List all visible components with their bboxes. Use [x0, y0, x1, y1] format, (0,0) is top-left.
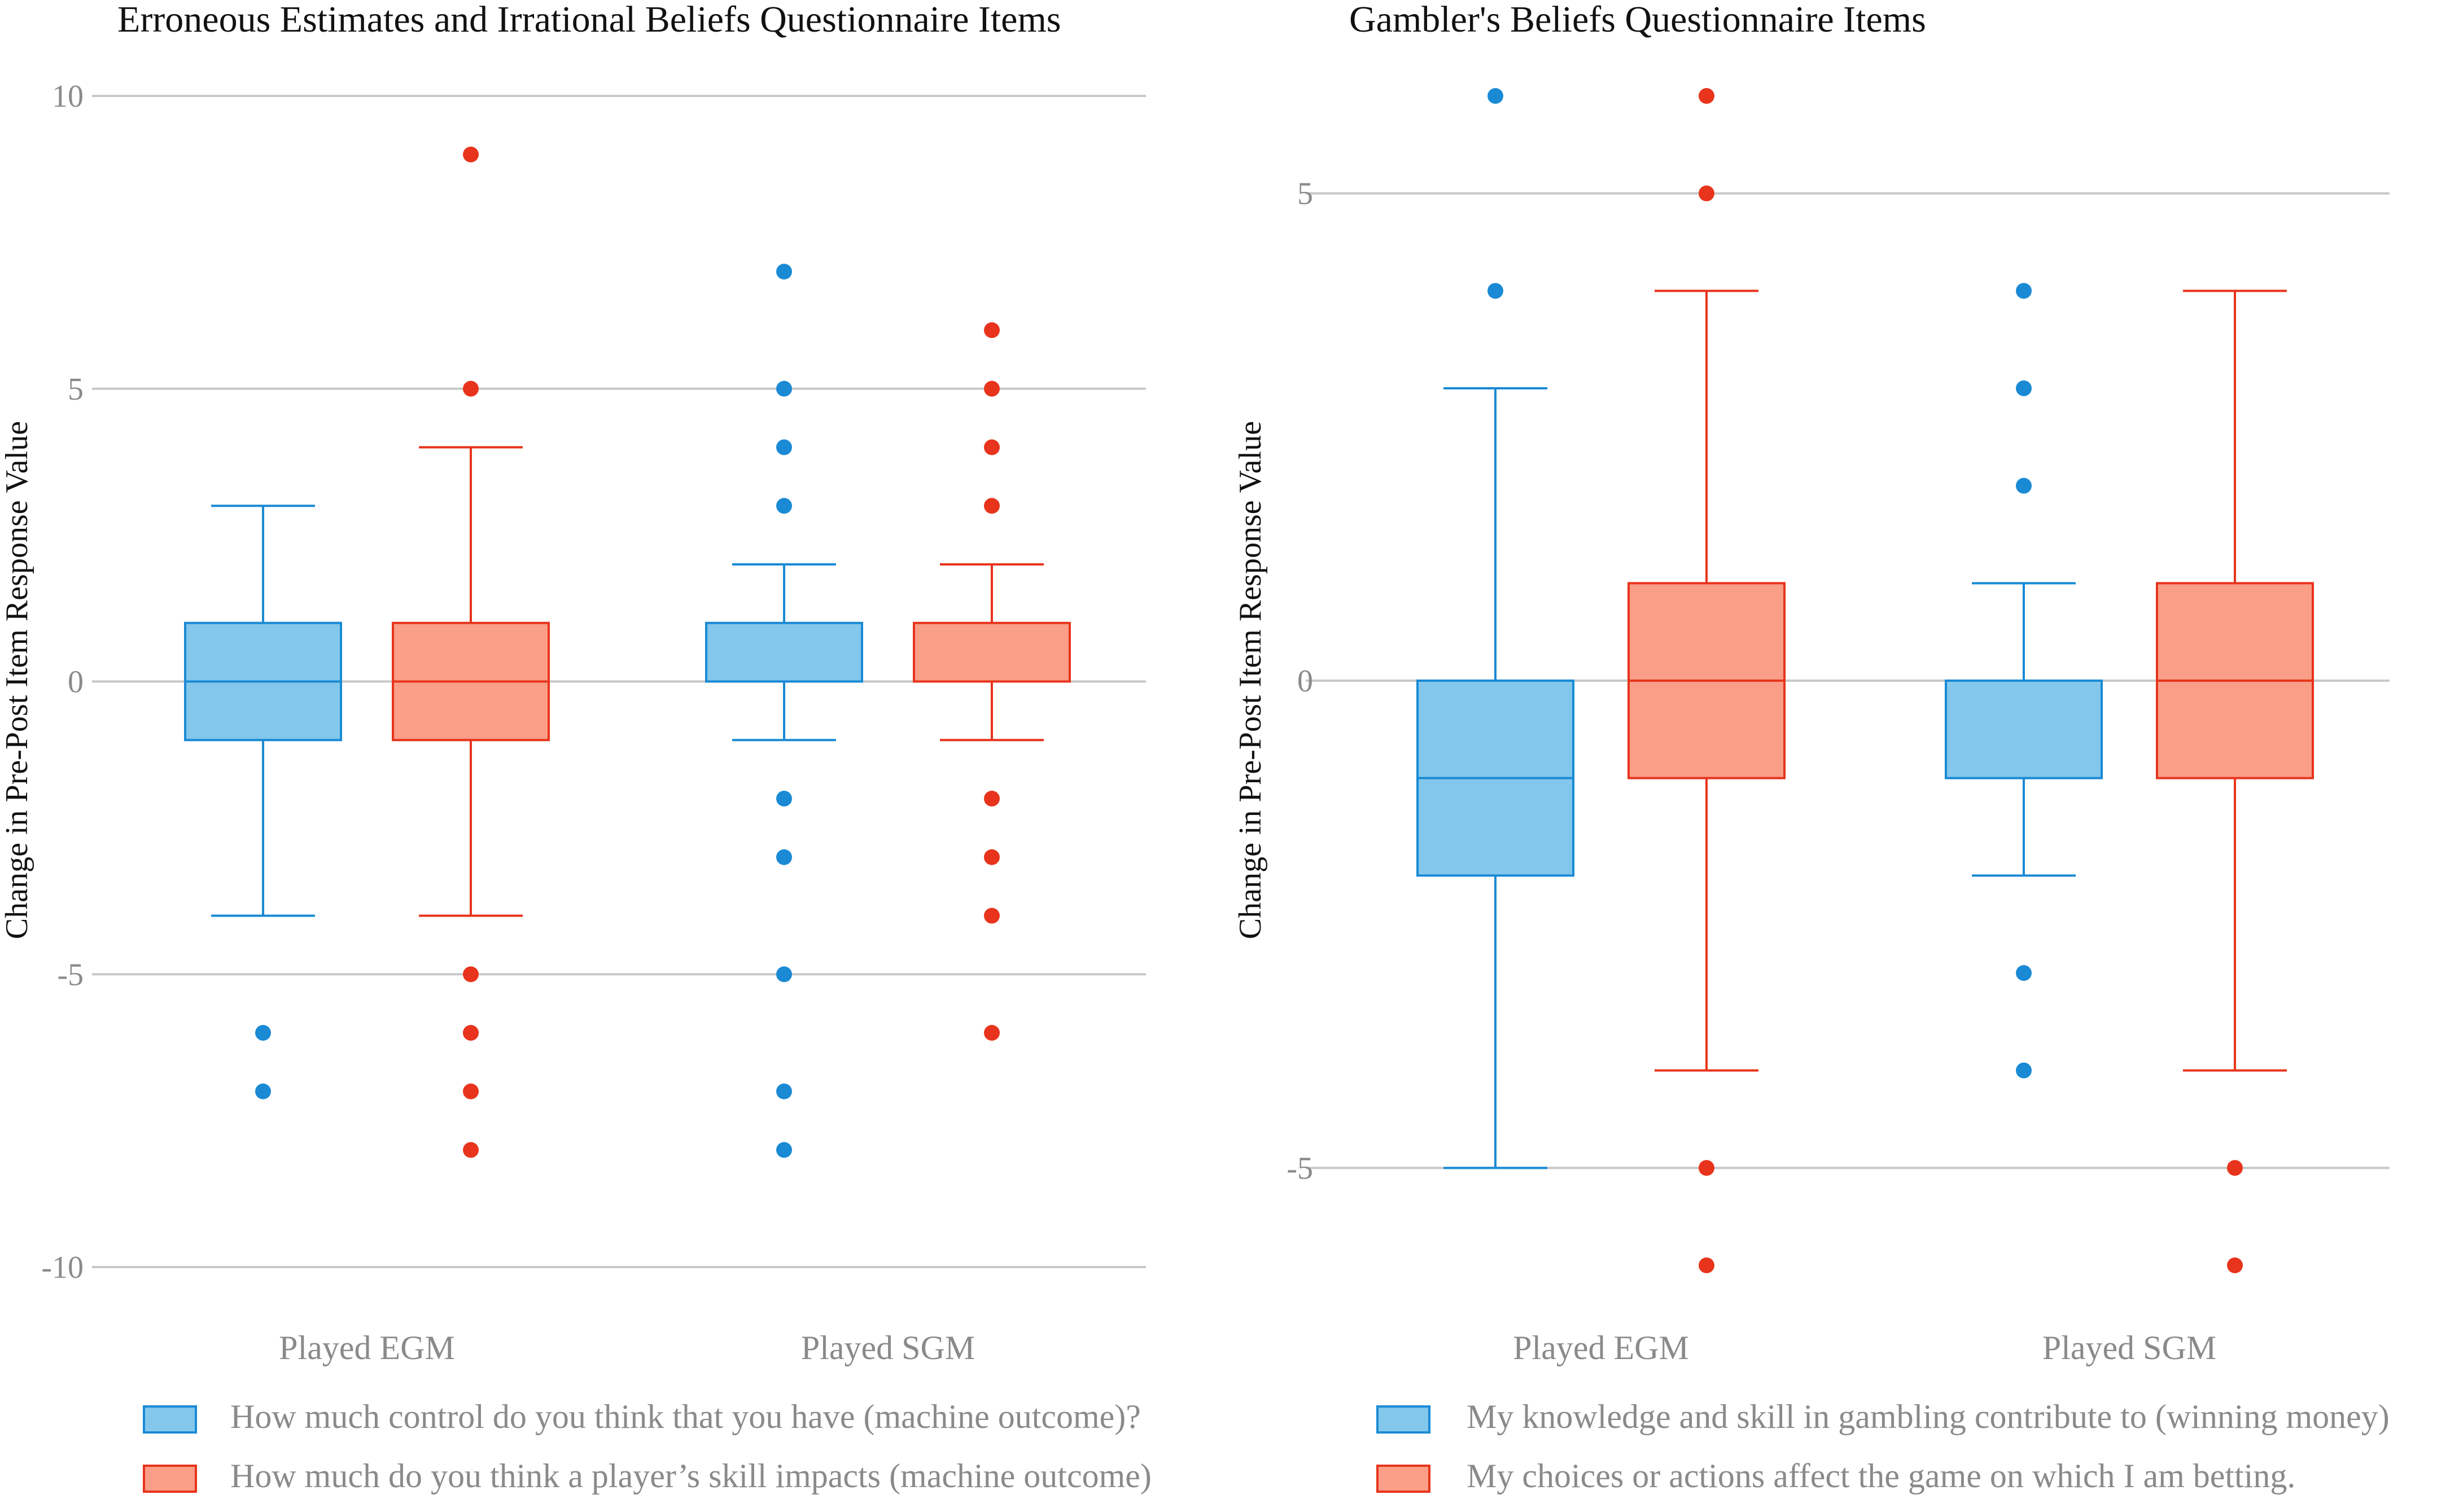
- x-category-label: Played SGM: [801, 1329, 975, 1366]
- box-plot: [705, 264, 863, 1158]
- outlier-point: [2016, 965, 2032, 981]
- outlier-point: [1487, 283, 1503, 299]
- outlier-point: [984, 439, 1000, 455]
- box-plot: [1945, 283, 2103, 1079]
- outlier-point: [255, 1025, 271, 1041]
- y-axis-label: Change in Pre-Post Item Response Value: [0, 421, 34, 939]
- outlier-point: [463, 380, 479, 397]
- outlier-point: [776, 1083, 792, 1099]
- outlier-point: [776, 439, 792, 455]
- outlier-point: [463, 1025, 479, 1041]
- outlier-point: [1699, 88, 1714, 104]
- legend-swatch: [1376, 1405, 1430, 1434]
- outlier-point: [463, 146, 479, 163]
- outlier-point: [2016, 1062, 2032, 1079]
- outlier-point: [776, 264, 792, 280]
- y-tick-label: 10: [52, 79, 84, 114]
- outlier-point: [776, 849, 792, 865]
- x-category-label: Played EGM: [279, 1329, 455, 1366]
- outlier-point: [984, 322, 1000, 338]
- y-tick-label: -5: [1287, 1151, 1313, 1186]
- box-plot: [392, 146, 550, 1158]
- chart-panel: Erroneous Estimates and Irrational Belie…: [0, 0, 1152, 1495]
- x-category-label: Played SGM: [2042, 1329, 2216, 1366]
- outlier-point: [2016, 380, 2032, 396]
- outlier-point: [984, 791, 1000, 807]
- outlier-point: [1699, 1257, 1714, 1273]
- outlier-point: [984, 498, 1000, 514]
- y-axis-label: Change in Pre-Post Item Response Value: [1233, 421, 1268, 939]
- outlier-point: [1699, 1160, 1714, 1176]
- outlier-point: [984, 1025, 1000, 1041]
- legend-label: My choices or actions affect the game on…: [1467, 1457, 2295, 1495]
- box-plot: [2156, 290, 2314, 1273]
- outlier-point: [2227, 1257, 2243, 1273]
- box-iqr: [1945, 680, 2103, 779]
- box-plot: [1416, 88, 1574, 1169]
- outlier-point: [2016, 477, 2032, 494]
- outlier-point: [984, 380, 1000, 397]
- box-plot: [184, 505, 342, 1099]
- outlier-point: [1699, 185, 1714, 201]
- outlier-point: [255, 1083, 271, 1099]
- box-iqr: [705, 621, 863, 683]
- outlier-point: [984, 908, 1000, 924]
- chart-title: Erroneous Estimates and Irrational Belie…: [117, 0, 1061, 40]
- box-iqr: [913, 621, 1071, 683]
- outlier-point: [463, 1083, 479, 1099]
- outlier-point: [1487, 88, 1503, 104]
- outlier-point: [776, 380, 792, 397]
- y-tick-label: 5: [68, 372, 84, 407]
- y-tick-label: -10: [41, 1250, 84, 1285]
- outlier-point: [2016, 283, 2032, 299]
- y-tick-label: 0: [68, 665, 84, 700]
- x-category-label: Played EGM: [1513, 1329, 1689, 1366]
- box-plot: [913, 322, 1071, 1041]
- legend-swatch: [1376, 1465, 1430, 1493]
- outlier-point: [776, 966, 792, 983]
- outlier-point: [463, 1142, 479, 1158]
- outlier-point: [984, 849, 1000, 865]
- outlier-point: [2227, 1160, 2243, 1176]
- y-tick-label: 5: [1297, 177, 1313, 212]
- chart-title: Gambler's Beliefs Questionnaire Items: [1349, 0, 1926, 40]
- outlier-point: [463, 966, 479, 983]
- legend-swatch: [143, 1465, 197, 1493]
- y-tick-label: -5: [57, 957, 84, 992]
- legend-label: How much do you think a player’s skill i…: [230, 1457, 1152, 1495]
- legend-swatch: [143, 1405, 197, 1434]
- outlier-point: [776, 498, 792, 514]
- legend-label: My knowledge and skill in gambling contr…: [1467, 1398, 2390, 1435]
- legend-label: How much control do you think that you h…: [230, 1398, 1141, 1435]
- y-tick-label: 0: [1297, 664, 1313, 699]
- chart-panel: Gambler's Beliefs Questionnaire Items Cha…: [1233, 0, 2390, 1495]
- box-plot: [1627, 88, 1786, 1273]
- outlier-point: [776, 1142, 792, 1158]
- outlier-point: [776, 791, 792, 807]
